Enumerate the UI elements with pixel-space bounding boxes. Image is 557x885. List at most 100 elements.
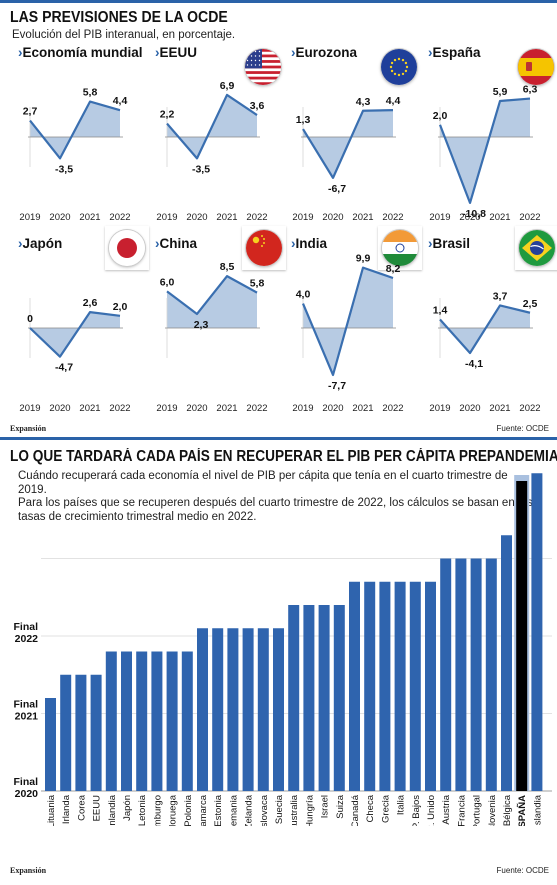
series-line — [439, 304, 531, 355]
bar-eslovenia — [485, 558, 497, 791]
panel-title-text: Economía mundial — [22, 45, 143, 60]
series-line — [29, 100, 121, 160]
x-tick-label: 2022 — [246, 212, 267, 223]
series-line — [438, 97, 531, 204]
data-label: 3,6 — [250, 100, 265, 112]
data-label: 4,4 — [386, 95, 401, 107]
bar-rep-checa — [364, 581, 376, 791]
panel-title-text: Brasil — [432, 236, 471, 251]
brazil-flag-icon — [519, 230, 555, 266]
bar-españa — [516, 481, 528, 791]
x-tick-label: 2022 — [382, 403, 403, 414]
eu-flag-frame — [381, 49, 417, 85]
series-line — [166, 275, 258, 316]
data-label: 5,9 — [493, 86, 508, 98]
x-tick-label: 2022 — [519, 403, 540, 414]
data-label: 5,8 — [83, 87, 98, 99]
section2-title: LO QUE TARDARÁ CADA PAÍS EN RECUPERAR EL… — [10, 448, 557, 465]
x-category-label: Australia — [289, 794, 300, 826]
series-line — [166, 93, 258, 160]
bar-japón — [121, 651, 132, 791]
x-tick-label: 2021 — [352, 403, 373, 414]
data-label: 6,9 — [220, 80, 235, 92]
bar-portugal — [470, 558, 482, 791]
x-category-label: Suiza — [335, 794, 346, 818]
data-label: -3,5 — [55, 163, 73, 175]
line-chart: 4,0 -7,7 9,9 8,2 2019 2020 2021 2022 — [292, 253, 403, 414]
line-chart: 0 -4,7 2,6 2,0 2019 2020 2021 2022 — [19, 297, 130, 414]
x-tick-label: 2022 — [109, 403, 130, 414]
brazil-flag-frame — [515, 226, 557, 270]
x-tick-label: 2020 — [459, 212, 480, 223]
data-label: 1,4 — [433, 304, 448, 316]
x-tick-label: 2020 — [49, 403, 70, 414]
panel-economía-mundial: ›Economía mundial 2,7 -3,5 5,8 4,4 2019 2020 20… — [18, 45, 158, 230]
data-label: 1,3 — [296, 114, 311, 126]
x-tick-label: 2019 — [19, 212, 40, 223]
china-flag-icon — [246, 230, 282, 266]
line-chart: 6,0 2,3 8,5 5,8 2019 2020 2021 2022 — [156, 261, 267, 414]
x-category-label: Austria — [441, 794, 452, 824]
bar-australia — [288, 605, 300, 791]
panel-title: ›Japón — [18, 236, 63, 251]
x-category-label: Islandia — [532, 794, 543, 826]
x-category-label: Noruega — [168, 794, 179, 826]
panel-title: ›Economía mundial — [18, 45, 143, 60]
panel-españa: ›España 2,0 -10,8 5,9 6,3 2019 2020 2021 2022 — [428, 45, 557, 230]
bar-finlandia — [105, 651, 117, 791]
chart-marks: 4,0 -7,7 9,9 8,2 2019 2020 2021 2022 — [292, 253, 403, 414]
panel-japón: ›Japón 0 -4,7 2,6 2,0 2019 2020 2021 2022 — [18, 226, 158, 421]
x-category-label: Rep. Checa — [365, 794, 376, 826]
x-category-label: Estonia — [213, 794, 224, 826]
section2-footer-source: Fuente: OCDE — [496, 866, 549, 875]
bar-israel — [318, 605, 330, 791]
x-category-label: ESPAÑA — [517, 795, 528, 826]
bar-letonia — [136, 651, 148, 791]
x-category-label: Israel — [320, 795, 331, 818]
panel-title: ›Eurozona — [291, 45, 358, 60]
bar-noruega — [166, 651, 178, 791]
bar-lituania — [45, 698, 56, 791]
x-category-label: Finlandia — [107, 794, 118, 826]
x-category-label: R. Eslovaca — [259, 794, 270, 826]
x-category-label: Italia — [396, 794, 407, 815]
line-chart: 1,4 -4,1 3,7 2,5 2019 2020 2021 2022 — [429, 290, 540, 414]
bar-dinamarca — [197, 628, 208, 791]
section2-rule — [0, 437, 557, 440]
x-category-label: Hungría — [304, 794, 315, 826]
panel-eurozona: ›Eurozona 1,3 -6,7 4,3 4,4 2019 2020 2021 2022 — [291, 45, 431, 230]
bar-r-eslovaca — [257, 628, 269, 791]
panel-china: ›China 6,0 2,3 8,5 5,8 2019 2020 2021 2022 — [155, 226, 295, 421]
panel-title: ›Brasil — [428, 236, 471, 251]
bar-luxemburgo — [151, 651, 163, 791]
line-chart: 1,3 -6,7 4,3 4,4 2019 2020 2021 2022 — [292, 95, 403, 223]
top-rule — [0, 0, 557, 3]
section2-subtitle: Cuándo recuperará cada economía el nivel… — [18, 470, 538, 524]
panel-title-text: Eurozona — [295, 45, 358, 60]
x-category-label: Japón — [122, 795, 133, 821]
recovery-bar-chart: Final 2020 Final 2021 Final 2022 Lituania Irlan… — [13, 473, 552, 826]
bar-islandia — [531, 473, 543, 791]
x-tick-label: 2020 — [459, 403, 480, 414]
x-tick-label: 2022 — [519, 212, 540, 223]
section2-subtitle-line3: tasas de crecimiento trimestral medio en… — [18, 510, 257, 523]
data-label: 3,7 — [493, 290, 508, 302]
bar-hungría — [303, 605, 315, 791]
data-label: -4,7 — [55, 362, 73, 374]
bar-irlanda — [60, 674, 72, 791]
x-category-label: Bélgica — [502, 794, 513, 826]
x-category-label: Francia — [456, 794, 467, 826]
x-tick-label: 2019 — [292, 212, 313, 223]
bar-p-bajos — [409, 581, 421, 791]
data-label: 8,2 — [386, 263, 401, 275]
data-label: -3,5 — [192, 163, 210, 175]
x-category-label: N. Zelanda — [244, 794, 255, 826]
bar-italia — [394, 581, 406, 791]
x-tick-label: 2019 — [292, 403, 313, 414]
section2-subtitle-line1: Cuándo recuperará cada economía el nivel… — [18, 470, 508, 496]
x-category-label: R. Unido — [426, 795, 437, 826]
x-category-label: Portugal — [472, 795, 483, 826]
chart-marks: 2,2 -3,5 6,9 3,6 2019 2020 2021 2022 — [156, 80, 267, 223]
section1-footer-source-brand: Expansión — [10, 424, 47, 433]
data-label: 2,2 — [160, 109, 175, 121]
